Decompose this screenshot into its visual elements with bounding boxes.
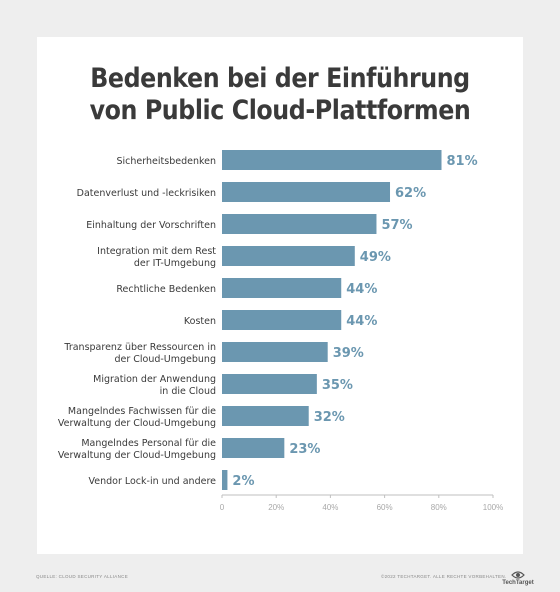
category-label: der Cloud-Umgebung <box>114 354 216 365</box>
bar <box>222 182 391 202</box>
source-note: QUELLE: CLOUD SECURITY ALLIANCE <box>36 574 128 579</box>
category-label: Rechtliche Bedenken <box>116 284 216 295</box>
category-label: Datenverlust und -leckrisiken <box>77 188 216 199</box>
value-label: 44% <box>346 282 377 297</box>
value-label: 49% <box>360 250 391 265</box>
copyright-note: ©2022 TECHTARGET. ALLE RECHTE VORBEHALTE… <box>381 574 507 579</box>
value-label: 23% <box>289 442 320 457</box>
x-tick-label: 0 <box>220 503 225 512</box>
category-label: der IT-Umgebung <box>134 258 216 269</box>
value-label: 44% <box>346 314 377 329</box>
category-label: Kosten <box>184 316 216 327</box>
value-label: 57% <box>381 218 412 233</box>
category-label: Verwaltung der Cloud-Umgebung <box>58 418 216 429</box>
category-label: Integration mit dem Rest <box>97 246 216 257</box>
category-label: Mangelndes Fachwissen für die <box>68 406 216 417</box>
eye-icon <box>511 571 525 579</box>
category-label: Verwaltung der Cloud-Umgebung <box>58 450 216 461</box>
bar <box>222 310 342 330</box>
value-label: 62% <box>395 186 426 201</box>
x-tick-label: 60% <box>377 503 393 512</box>
value-label: 35% <box>322 378 353 393</box>
bar <box>222 342 328 362</box>
chart-title-line-1: Bedenken bei der Einführung <box>90 63 470 94</box>
bar <box>222 214 377 234</box>
bar <box>222 470 228 490</box>
x-tick-label: 40% <box>322 503 338 512</box>
category-label: Migration der Anwendung <box>93 374 216 385</box>
bar <box>222 406 309 426</box>
category-label: Einhaltung der Vorschriften <box>86 220 216 231</box>
bar <box>222 438 285 458</box>
category-label: in die Cloud <box>160 386 216 397</box>
value-label: 81% <box>447 154 478 169</box>
value-label: 2% <box>232 474 254 489</box>
category-label: Sicherheitsbedenken <box>117 156 216 167</box>
x-tick-label: 100% <box>483 503 503 512</box>
chart-title-line-2: von Public Cloud-Plattformen <box>89 95 471 126</box>
bar <box>222 374 317 394</box>
category-label: Vendor Lock-in und andere <box>88 476 216 487</box>
x-tick-label: 20% <box>268 503 284 512</box>
value-label: 32% <box>314 410 345 425</box>
bar <box>222 246 355 266</box>
category-label: Mangelndes Personal für die <box>81 438 216 449</box>
bar <box>222 150 442 170</box>
brand-name: TechTarget <box>502 580 534 586</box>
chart-title: Bedenken bei der Einführung von Public C… <box>34 63 527 127</box>
x-tick-label: 80% <box>431 503 447 512</box>
value-label: 39% <box>333 346 364 361</box>
bar <box>222 278 342 298</box>
brand-logo: TechTarget <box>498 570 538 586</box>
category-label: Transparenz über Ressourcen in <box>63 342 216 353</box>
